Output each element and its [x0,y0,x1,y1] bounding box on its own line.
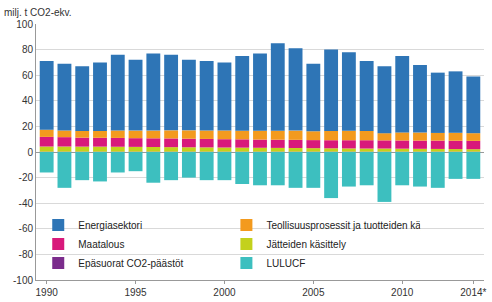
svg-text:-60: -60 [19,223,34,234]
svg-text:2005: 2005 [302,287,325,298]
svg-text:2000: 2000 [213,287,236,298]
svg-text:Teollisuusprosessit ja tuottei: Teollisuusprosessit ja tuotteiden käyttö [266,220,420,231]
svg-text:-100: -100 [13,275,33,286]
svg-text:-20: -20 [19,172,34,183]
svg-text:milj. t CO2-ekv.: milj. t CO2-ekv. [4,7,72,18]
svg-text:Jätteiden käsittely: Jätteiden käsittely [266,239,346,250]
svg-text:LULUCF: LULUCF [266,258,305,269]
svg-text:Epäsuorat CO2-päästöt: Epäsuorat CO2-päästöt [78,258,183,269]
svg-text:1995: 1995 [124,287,147,298]
svg-text:60: 60 [22,70,34,81]
svg-text:20: 20 [22,121,34,132]
svg-text:-40: -40 [19,198,34,209]
svg-text:100: 100 [16,19,33,30]
svg-text:80: 80 [22,44,34,55]
svg-text:Energiasektori: Energiasektori [78,220,142,231]
svg-text:2010: 2010 [391,287,414,298]
svg-text:2014*: 2014* [460,287,486,298]
svg-text:0: 0 [27,147,33,158]
svg-text:40: 40 [22,95,34,106]
svg-text:-80: -80 [19,249,34,260]
svg-text:1990: 1990 [36,287,59,298]
svg-text:Maatalous: Maatalous [78,239,124,250]
